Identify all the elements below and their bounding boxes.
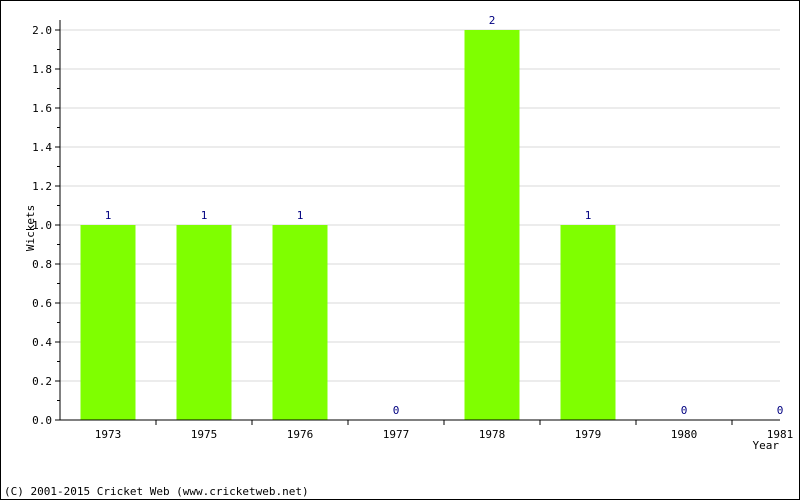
bar-value-label: 0 — [393, 404, 400, 417]
y-tick-label: 0.6 — [32, 297, 52, 310]
copyright-footer: (C) 2001-2015 Cricket Web (www.cricketwe… — [4, 485, 309, 498]
x-tick-label: 1973 — [95, 428, 122, 441]
bar-value-label: 1 — [585, 209, 592, 222]
x-tick-label: 1977 — [383, 428, 410, 441]
x-tick-label: 1976 — [287, 428, 314, 441]
labels: 0.0 0.2 0.4 0.6 0.8 1.0 1.2 1.4 1.6 1.8 2.0 1 1973 1 1… — [32, 14, 793, 441]
x-tick-label: 1979 — [575, 428, 602, 441]
y-tick-label: 1.6 — [32, 102, 52, 115]
bar — [560, 225, 616, 420]
bar-value-label: 1 — [297, 209, 304, 222]
x-tick-label: 1975 — [191, 428, 218, 441]
y-tick-label: 1.8 — [32, 63, 52, 76]
y-tick-label: 2.0 — [32, 24, 52, 37]
bar-value-label: 0 — [777, 404, 784, 417]
bar — [464, 30, 520, 420]
y-tick-label: 1.2 — [32, 180, 52, 193]
bar — [272, 225, 328, 420]
x-tick-label: 1981 — [767, 428, 794, 441]
bar-value-label: 2 — [489, 14, 496, 27]
y-tick-label: 0.0 — [32, 414, 52, 427]
y-axis-title: Wickets — [24, 205, 37, 251]
y-tick-label: 0.4 — [32, 336, 52, 349]
bars — [80, 30, 616, 420]
bar-value-label: 1 — [105, 209, 112, 222]
axes — [55, 20, 780, 425]
y-tick-label: 0.8 — [32, 258, 52, 271]
y-tick-label: 1.4 — [32, 141, 52, 154]
y-tick-label: 1.0 — [32, 219, 52, 232]
x-tick-label: 1978 — [479, 428, 506, 441]
y-tick-label: 0.2 — [32, 375, 52, 388]
bar — [176, 225, 232, 420]
x-axis-title: Year — [753, 439, 780, 452]
x-tick-label: 1980 — [671, 428, 698, 441]
bar-value-label: 1 — [201, 209, 208, 222]
bar — [80, 225, 136, 420]
bar-value-label: 0 — [681, 404, 688, 417]
